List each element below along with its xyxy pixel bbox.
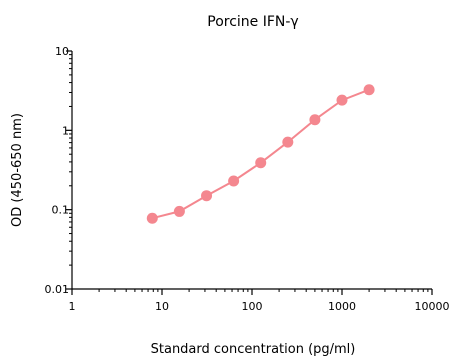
data-point: [201, 190, 213, 202]
x-axis-label: Standard concentration (pg/ml): [151, 342, 356, 357]
data-point: [363, 84, 375, 96]
data-series: [146, 84, 375, 224]
data-point: [336, 94, 348, 106]
y-axis-label: OD (450-650 nm): [10, 113, 25, 227]
y-tick-label: 10: [55, 45, 69, 58]
x-tick-label: 10000: [415, 300, 449, 313]
x-tick-label: 1000: [328, 300, 356, 313]
data-point: [255, 157, 267, 169]
data-point: [173, 205, 185, 217]
x-tick-label: 10: [155, 300, 169, 313]
y-tick-label: 0.01: [45, 283, 70, 296]
series-line: [152, 88, 370, 220]
y-tick-label: 1: [62, 124, 69, 137]
x-tick-label: 100: [242, 300, 263, 313]
data-point: [146, 212, 158, 224]
y-tick-label: 0.1: [52, 204, 70, 217]
axes: 1 10 100 1000 10000 0.01 0.1 1 10: [45, 45, 449, 313]
x-tick-label: 1: [69, 300, 76, 313]
data-point: [309, 114, 321, 126]
data-point: [282, 136, 294, 148]
chart-title: Porcine IFN-γ: [207, 14, 298, 30]
data-point: [228, 175, 240, 187]
